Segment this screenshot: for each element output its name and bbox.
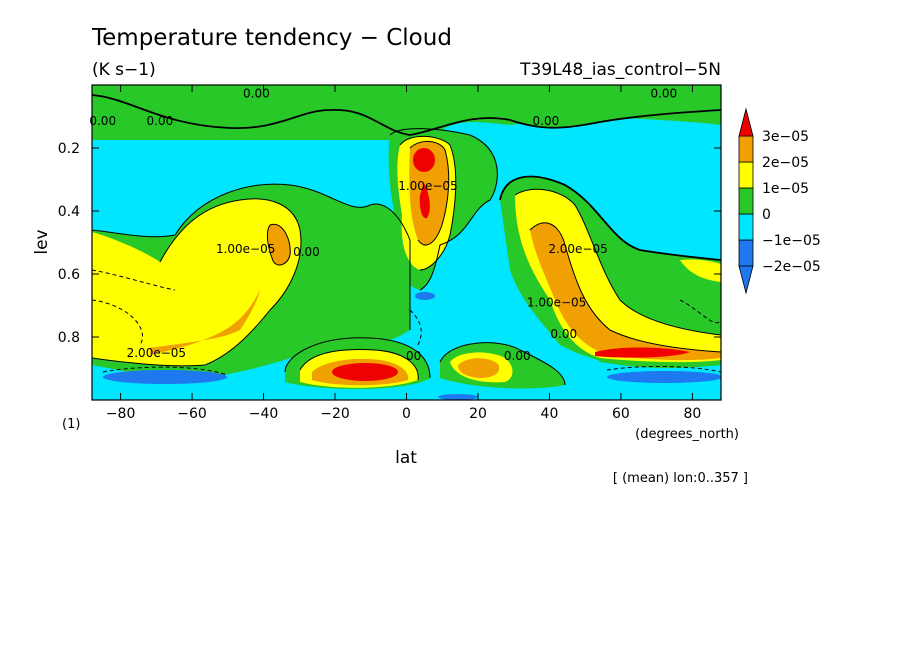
contour-label: 0.00 bbox=[550, 327, 577, 341]
x-tick-label: −40 bbox=[249, 406, 279, 422]
field-neg-left-low bbox=[103, 370, 227, 384]
colorbar-swatch bbox=[738, 135, 754, 163]
field-max-upper bbox=[413, 148, 435, 172]
field-left-west-yellow bbox=[92, 238, 158, 266]
x-axis-label: lat bbox=[395, 448, 417, 468]
y-axis-units: (1) bbox=[62, 417, 80, 432]
x-axis-units: (degrees_north) bbox=[635, 427, 739, 442]
contour-label: 2.00e−05 bbox=[127, 346, 186, 360]
x-tick-label: 40 bbox=[541, 406, 559, 422]
field-right-far-yellow bbox=[680, 259, 721, 282]
contour-label: 2.00e−05 bbox=[548, 242, 607, 256]
field-max-south bbox=[332, 363, 398, 381]
colorbar-label: 1e−05 bbox=[762, 181, 809, 197]
contour-label: 1.00e−05 bbox=[398, 179, 457, 193]
x-tick-label: 60 bbox=[612, 406, 630, 422]
x-tick-label: 80 bbox=[683, 406, 701, 422]
y-tick-label: 0.2 bbox=[58, 141, 80, 157]
contour-lines bbox=[92, 94, 721, 386]
contour-label: 0.00 bbox=[533, 114, 560, 128]
y-tick-label: 0.6 bbox=[58, 267, 80, 283]
y-tick-label: 0.4 bbox=[58, 204, 80, 220]
contour-label: 0.00 bbox=[89, 114, 116, 128]
x-tick-label: −60 bbox=[177, 406, 207, 422]
contour-label: 0.00 bbox=[293, 245, 320, 259]
colorbar-swatch bbox=[738, 187, 754, 215]
contour-label: 1.00e−05 bbox=[216, 242, 275, 256]
contour-labels: 0.00 0.00 0.00 0.00 0.00 0.00 0.00 0.00 1.00e−05… bbox=[89, 87, 677, 363]
y-axis-ticks: 0.2 0.4 0.6 0.8 bbox=[58, 141, 721, 346]
colorbar: −2e−05 −1e−05 0 1e−05 2e−05 3e−05 bbox=[738, 107, 821, 295]
x-axis-ticks: −80 −60 −40 −20 0 20 40 60 80 bbox=[106, 85, 701, 422]
x-tick-label: −20 bbox=[320, 406, 350, 422]
colorbar-label: −2e−05 bbox=[762, 259, 821, 275]
colorbar-swatch bbox=[738, 239, 754, 267]
colorbar-label: 2e−05 bbox=[762, 155, 809, 171]
contour-label: 1.00e−05 bbox=[527, 295, 586, 309]
colorbar-label: −1e−05 bbox=[762, 233, 821, 249]
colorbar-label: 3e−05 bbox=[762, 129, 809, 145]
run-label: T39L48_ias_control−5N bbox=[519, 60, 721, 80]
contour-label: 0.00 bbox=[147, 114, 174, 128]
field-neg-center-low bbox=[438, 394, 478, 400]
chart-units: (K s−1) bbox=[92, 60, 156, 80]
colorbar-arrow-high bbox=[738, 107, 754, 137]
y-tick-label: 0.8 bbox=[58, 330, 80, 346]
contour-label: 0.00 bbox=[243, 87, 270, 101]
field-left-orange bbox=[150, 290, 260, 355]
contour-label: 0.00 bbox=[650, 87, 677, 101]
field-max-north bbox=[595, 347, 690, 358]
footnote: [ (mean) lon:0..357 ] bbox=[613, 471, 748, 486]
contour-label: 00 bbox=[406, 349, 421, 363]
field-neg-right-low bbox=[607, 371, 721, 383]
x-tick-label: −80 bbox=[106, 406, 136, 422]
field-lower-right-orange bbox=[458, 358, 500, 378]
field-right-orange bbox=[530, 222, 721, 361]
y-axis-label: lev bbox=[32, 229, 52, 254]
colorbar-swatch bbox=[738, 213, 754, 241]
x-tick-label: 20 bbox=[469, 406, 487, 422]
colorbar-label: 0 bbox=[762, 207, 771, 223]
plot-area bbox=[92, 85, 721, 400]
x-tick-label: 0 bbox=[402, 406, 411, 422]
colorbar-arrow-low bbox=[738, 265, 754, 295]
colorbar-swatch bbox=[738, 161, 754, 189]
chart-title: Temperature tendency − Cloud bbox=[91, 25, 452, 51]
field-max-middle bbox=[419, 183, 430, 219]
field-neg-center bbox=[415, 292, 435, 300]
field-left-yellow bbox=[92, 198, 301, 366]
field-upper-green bbox=[92, 85, 721, 135]
field-left-upper-orange bbox=[267, 224, 291, 266]
contour-label: 0.00 bbox=[504, 349, 531, 363]
